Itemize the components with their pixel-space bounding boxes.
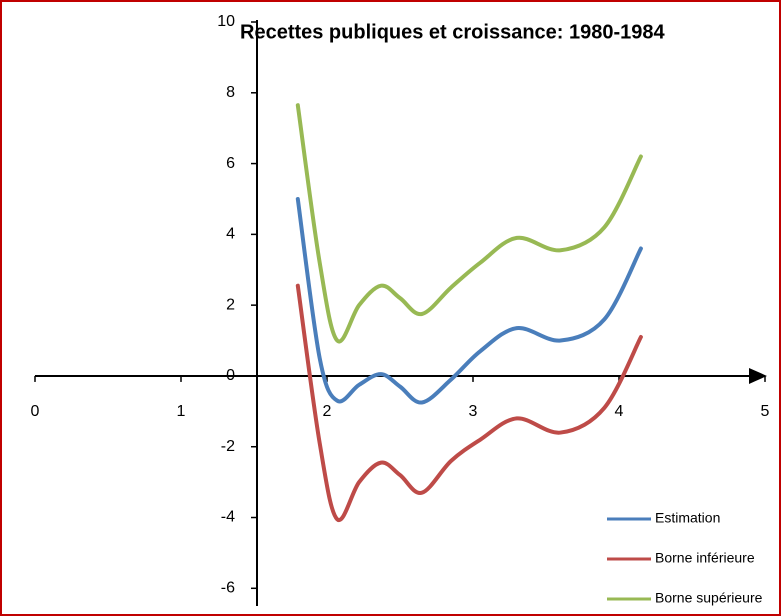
x-tick-label: 0: [31, 403, 40, 420]
y-tick-label: -4: [221, 509, 235, 526]
y-tick-label: 10: [217, 13, 235, 30]
y-tick-label: 0: [226, 367, 235, 384]
series-line: [295, 196, 643, 405]
x-tick-label: 2: [323, 403, 332, 420]
axes: -6 -4 -2 0 2 4 6 8 10 0 1 2 3 4 5: [31, 13, 770, 606]
y-tick-label: 4: [226, 226, 235, 243]
y-tick-label: 6: [226, 155, 235, 172]
legend-label: Borne supérieure: [655, 590, 763, 606]
plot: Estimation Borne inférieure Borne supérieu…: [295, 103, 763, 606]
chart-title: Recettes publiques et croissance: 1980-1…: [240, 21, 666, 43]
x-tick-label: 5: [761, 403, 770, 420]
series-line: [295, 283, 643, 522]
y-tick-label: 2: [226, 296, 235, 313]
y-tick-label: -6: [221, 580, 235, 597]
y-tick-label: -2: [221, 438, 235, 455]
x-tick-label: 1: [177, 403, 186, 420]
legend-label: Estimation: [655, 510, 720, 526]
legend-label: Borne inférieure: [655, 550, 755, 566]
x-tick-label: 3: [469, 403, 478, 420]
y-tick-label: 8: [226, 84, 235, 101]
series-line: [295, 103, 643, 344]
x-tick-label: 4: [615, 403, 624, 420]
